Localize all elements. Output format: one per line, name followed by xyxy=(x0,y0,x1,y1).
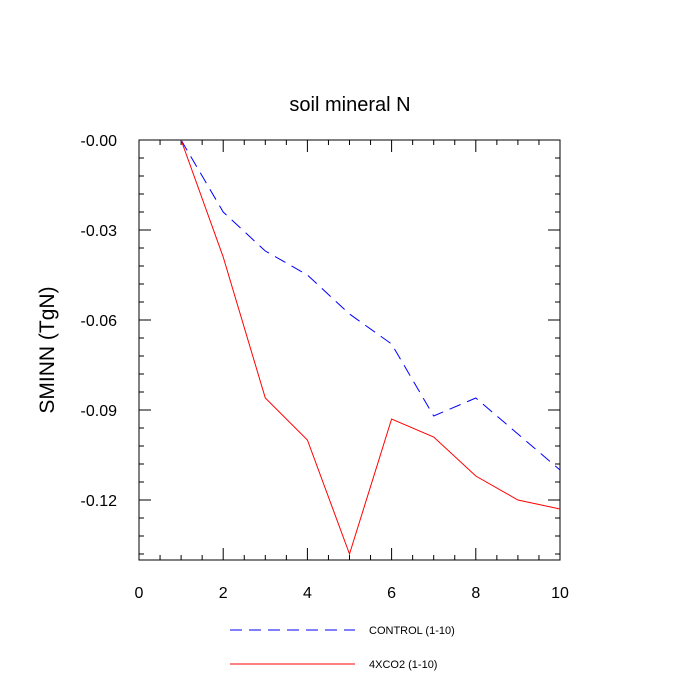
x-tick-label: 6 xyxy=(387,585,396,602)
x-tick-label: 4 xyxy=(303,585,312,602)
x-tick-label: 0 xyxy=(135,585,144,602)
y-tick-label: -0.12 xyxy=(81,493,118,510)
y-tick-label: -0.06 xyxy=(81,313,118,330)
series-line-4xco2 xyxy=(180,139,561,556)
y-tick-label: -0.09 xyxy=(81,403,118,420)
plot-frame xyxy=(138,139,561,561)
chart-title: soil mineral N xyxy=(289,94,410,116)
series-line-control xyxy=(180,139,561,471)
y-axis-label: SMINN (TgN) xyxy=(36,286,59,413)
legend-label: CONTROL (1-10) xyxy=(369,625,455,637)
legend-label: 4XCO2 (1-10) xyxy=(369,659,437,671)
x-tick-label: 2 xyxy=(219,585,228,602)
y-tick-label: -0.00 xyxy=(81,133,118,150)
x-tick-label: 10 xyxy=(551,585,569,602)
y-tick-label: -0.03 xyxy=(81,223,118,240)
x-tick-label: 8 xyxy=(471,585,480,602)
